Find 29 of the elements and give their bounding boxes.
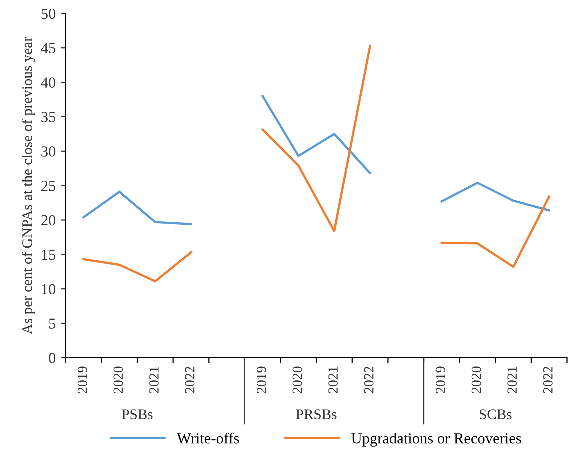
y-tick-label: 5 (49, 318, 56, 329)
y-tick-label: 50 (42, 8, 56, 20)
y-tick-label: 45 (41, 43, 56, 54)
x-tick-label: 2019 (436, 366, 446, 394)
x-tick-label: 2021 (328, 367, 338, 394)
text: PSBs (122, 410, 153, 420)
legend-label: Write-offs (177, 432, 240, 444)
text: SCBs (480, 410, 512, 420)
y-tick-label: 30 (42, 146, 56, 157)
x-tick-label: 2019 (78, 366, 88, 394)
x-tick-label: 2021 (150, 367, 159, 394)
x-tick-label: 2022 (364, 366, 374, 394)
x-tick-label: 2020 (472, 366, 482, 394)
x-tick-label: 2019 (256, 366, 266, 394)
text: PRSBs (296, 410, 337, 420)
y-tick-label: 25 (42, 181, 56, 192)
y-axis-title: As per cent of GNPAs at the close of previous year (22, 37, 36, 334)
y-tick-label: 35 (42, 112, 56, 122)
y-tick-label: 10 (42, 284, 56, 295)
y-tick-label: 15 (42, 250, 56, 260)
y-tick-label: 40 (41, 78, 56, 88)
x-tick-label: 2020 (114, 366, 124, 394)
x-tick-label: 2022 (543, 366, 553, 394)
x-tick-label: 2021 (508, 367, 518, 394)
x-tick-label: 2020 (292, 366, 302, 394)
y-tick-label: 0 (49, 353, 56, 364)
x-tick-label: 2022 (185, 366, 195, 394)
y-tick-label: 20 (42, 215, 56, 226)
legend-label: Upgradations or Recoveries (352, 433, 522, 447)
